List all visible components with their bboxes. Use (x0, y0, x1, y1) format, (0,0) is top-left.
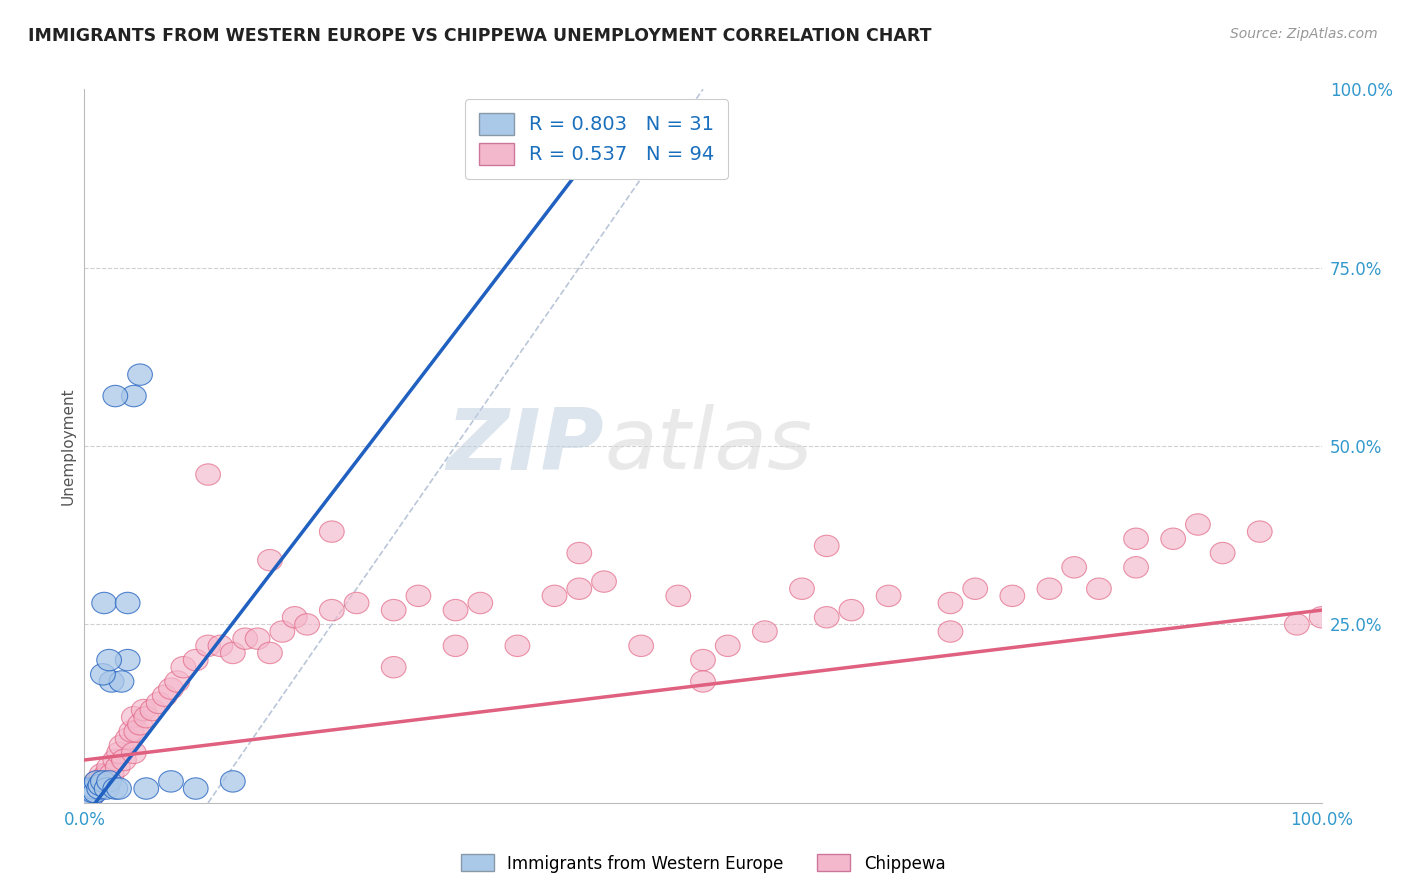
Text: IMMIGRANTS FROM WESTERN EUROPE VS CHIPPEWA UNEMPLOYMENT CORRELATION CHART: IMMIGRANTS FROM WESTERN EUROPE VS CHIPPE… (28, 27, 932, 45)
Text: ZIP: ZIP (446, 404, 605, 488)
Legend: R = 0.803   N = 31, R = 0.537   N = 94: R = 0.803 N = 31, R = 0.537 N = 94 (465, 99, 728, 178)
Text: atlas: atlas (605, 404, 813, 488)
Y-axis label: Unemployment: Unemployment (60, 387, 76, 505)
Text: Source: ZipAtlas.com: Source: ZipAtlas.com (1230, 27, 1378, 41)
Legend: Immigrants from Western Europe, Chippewa: Immigrants from Western Europe, Chippewa (454, 847, 952, 880)
